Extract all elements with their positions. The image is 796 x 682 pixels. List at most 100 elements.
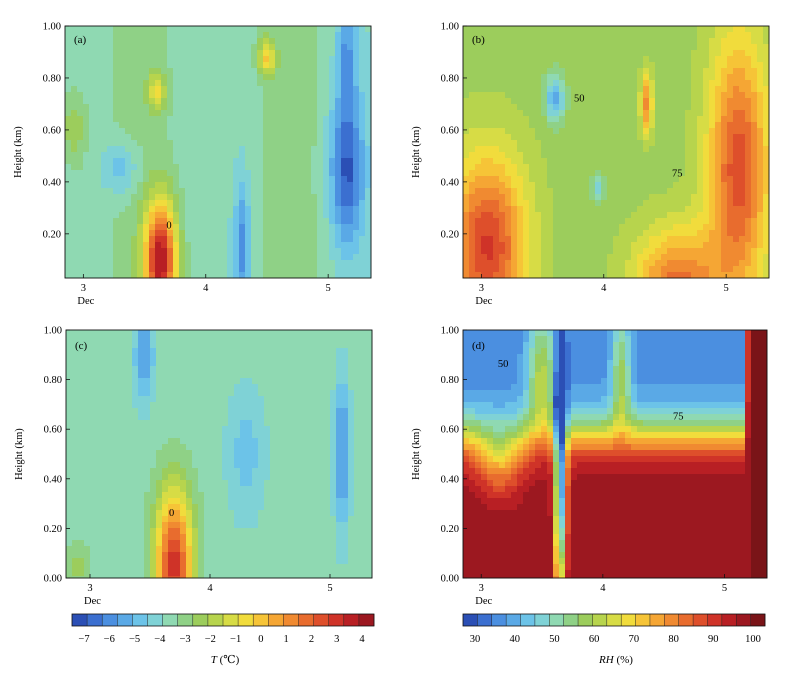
heatmap-cell	[655, 176, 662, 183]
heatmap-cell	[126, 378, 133, 385]
heatmap-cell	[281, 248, 288, 255]
heatmap-cell	[125, 272, 132, 279]
heatmap-cell	[78, 360, 85, 367]
heatmap-cell	[96, 498, 103, 505]
heatmap-cell	[197, 38, 204, 45]
heatmap-cell	[149, 254, 156, 261]
heatmap-cell	[197, 146, 204, 153]
heatmap-cell	[84, 360, 91, 367]
heatmap-cell	[601, 86, 608, 93]
heatmap-cell	[347, 158, 354, 165]
heatmap-cell	[263, 134, 270, 141]
heatmap-cell	[78, 528, 85, 535]
heatmap-cell	[517, 176, 524, 183]
heatmap-cell	[305, 128, 312, 135]
heatmap-cell	[156, 396, 163, 403]
heatmap-cell	[607, 104, 614, 111]
heatmap-cell	[745, 158, 752, 165]
heatmap-cell	[125, 26, 132, 33]
heatmap-cell	[137, 224, 144, 231]
heatmap-cell	[511, 86, 518, 93]
heatmap-cell	[251, 68, 258, 75]
heatmap-cell	[463, 32, 470, 39]
heatmap-cell	[239, 164, 246, 171]
heatmap-cell	[299, 176, 306, 183]
heatmap-cell	[649, 224, 656, 231]
heatmap-cell	[631, 254, 638, 261]
y-tick-label: 1.00	[441, 22, 459, 33]
heatmap-cell	[72, 438, 79, 445]
heatmap-cell	[84, 546, 91, 553]
heatmap-cell	[745, 26, 752, 33]
heatmap-cell	[155, 242, 162, 249]
heatmap-cell	[577, 32, 584, 39]
heatmap-cell	[239, 128, 246, 135]
heatmap-cell	[221, 188, 228, 195]
heatmap-cell	[583, 128, 590, 135]
heatmap-cell	[341, 62, 348, 69]
heatmap-cell	[661, 236, 668, 243]
heatmap-cell	[625, 188, 632, 195]
heatmap-cell	[359, 146, 366, 153]
heatmap-cell	[83, 158, 90, 165]
heatmap-cell	[709, 80, 716, 87]
heatmap-cell	[529, 248, 536, 255]
heatmap-cell	[107, 200, 114, 207]
heatmap-cell	[305, 134, 312, 141]
heatmap-cell	[601, 266, 608, 273]
heatmap-cell	[120, 426, 127, 433]
heatmap-cell	[613, 152, 620, 159]
heatmap-cell	[179, 134, 186, 141]
heatmap-cell	[239, 38, 246, 45]
heatmap-cell	[487, 146, 494, 153]
heatmap-cell	[83, 92, 90, 99]
heatmap-cell	[96, 354, 103, 361]
heatmap-cell	[709, 236, 716, 243]
heatmap-cell	[191, 194, 198, 201]
heatmap-cell	[251, 26, 258, 33]
heatmap-cell	[143, 200, 150, 207]
heatmap-cell	[281, 26, 288, 33]
heatmap-cell	[299, 260, 306, 267]
heatmap-cell	[113, 200, 120, 207]
heatmap-cell	[547, 272, 554, 279]
heatmap-cell	[571, 86, 578, 93]
heatmap-cell	[481, 146, 488, 153]
heatmap-cell	[251, 200, 258, 207]
heatmap-cell	[102, 366, 109, 373]
panel-c: (c)0.000.200.400.600.801.003 4 5DecHeight …	[14, 326, 373, 607]
heatmap-cell	[132, 522, 139, 529]
heatmap-cell	[263, 254, 270, 261]
heatmap-cell	[257, 98, 264, 105]
heatmap-cell	[637, 92, 644, 99]
heatmap-cell	[613, 110, 620, 117]
heatmap-cell	[215, 146, 222, 153]
heatmap-cell	[329, 26, 336, 33]
heatmap-cell	[757, 164, 764, 171]
heatmap-cell	[697, 128, 704, 135]
heatmap-cell	[167, 218, 174, 225]
heatmap-cell	[679, 146, 686, 153]
heatmap-cell	[469, 80, 476, 87]
heatmap-cell	[583, 176, 590, 183]
heatmap-cell	[311, 62, 318, 69]
heatmap-cell	[311, 122, 318, 129]
heatmap-cell	[161, 176, 168, 183]
heatmap-cell	[589, 206, 596, 213]
heatmap-cell	[77, 194, 84, 201]
heatmap-cell	[469, 188, 476, 195]
heatmap-cell	[763, 170, 770, 177]
heatmap-cell	[191, 140, 198, 147]
heatmap-cell	[66, 408, 73, 415]
heatmap-cell	[77, 38, 84, 45]
heatmap-cell	[126, 420, 133, 427]
heatmap-cell	[155, 62, 162, 69]
heatmap-cell	[517, 200, 524, 207]
heatmap-cell	[126, 348, 133, 355]
heatmap-cell	[150, 408, 157, 415]
heatmap-cell	[679, 128, 686, 135]
heatmap-cell	[269, 134, 276, 141]
heatmap-cell	[347, 32, 354, 39]
heatmap-cell	[281, 74, 288, 81]
heatmap-cell	[239, 110, 246, 117]
